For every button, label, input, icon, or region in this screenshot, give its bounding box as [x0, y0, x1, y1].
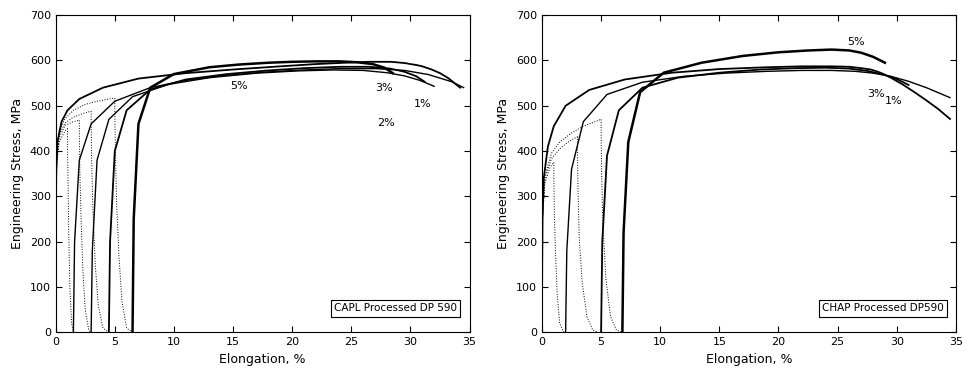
- Text: 2%: 2%: [377, 118, 395, 128]
- Text: 5%: 5%: [847, 37, 865, 47]
- Text: 3%: 3%: [375, 83, 393, 93]
- Text: CHAP Processed DP590: CHAP Processed DP590: [822, 303, 944, 313]
- Y-axis label: Engineering Stress, MPa: Engineering Stress, MPa: [11, 98, 24, 249]
- Text: 1%: 1%: [414, 98, 431, 109]
- Text: 5%: 5%: [231, 81, 248, 91]
- X-axis label: Elongation, %: Elongation, %: [706, 353, 792, 366]
- X-axis label: Elongation, %: Elongation, %: [219, 353, 306, 366]
- Y-axis label: Engineering Stress, MPa: Engineering Stress, MPa: [498, 98, 510, 249]
- Text: 1%: 1%: [885, 96, 903, 106]
- Text: CAPL Processed DP 590: CAPL Processed DP 590: [334, 303, 457, 313]
- Text: 3%: 3%: [867, 89, 884, 98]
